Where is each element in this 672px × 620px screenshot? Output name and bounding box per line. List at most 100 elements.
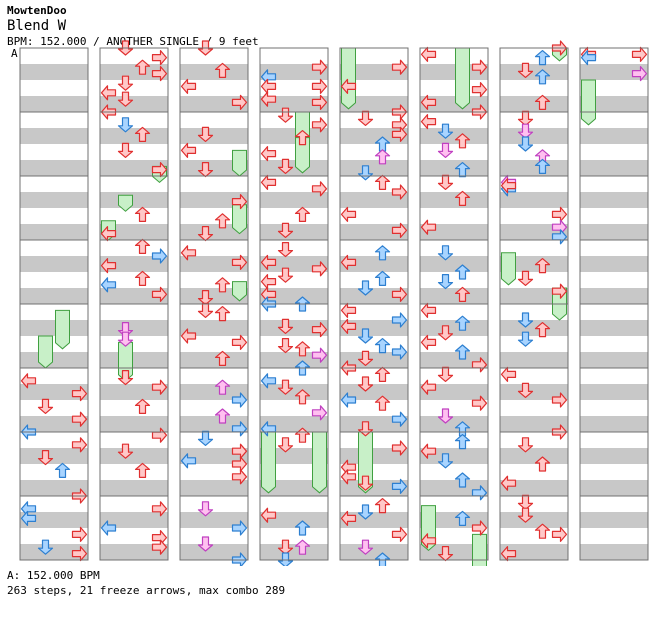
step-arrow-left bbox=[260, 274, 277, 290]
step-arrow-right bbox=[151, 379, 168, 395]
beat-band bbox=[260, 192, 328, 208]
step-arrow-down bbox=[277, 267, 294, 283]
step-stats: 263 steps, 21 freeze arrows, max combo 2… bbox=[7, 584, 286, 597]
step-arrow-right bbox=[151, 529, 168, 546]
beat-band bbox=[260, 96, 328, 112]
beat-band bbox=[500, 544, 568, 560]
freeze-arrow-right bbox=[472, 533, 487, 566]
chart-column bbox=[99, 47, 169, 561]
beat-band bbox=[100, 64, 168, 80]
beat-band bbox=[420, 352, 488, 368]
beat-band bbox=[580, 320, 648, 336]
beat-band bbox=[260, 256, 328, 272]
step-arrow-right bbox=[631, 65, 648, 82]
bpm-summary: A: 152.000 BPM bbox=[7, 569, 100, 582]
beat-band bbox=[180, 416, 248, 432]
beat-band bbox=[180, 512, 248, 528]
beat-band bbox=[420, 448, 488, 464]
step-arrow-up bbox=[134, 206, 151, 222]
step-arrow-up bbox=[134, 270, 151, 286]
chart-column bbox=[259, 47, 329, 561]
beat-band bbox=[180, 544, 248, 560]
beat-band bbox=[580, 288, 648, 304]
step-arrow-right bbox=[551, 206, 568, 222]
step-arrow-right bbox=[471, 395, 488, 411]
step-arrow-right bbox=[231, 520, 248, 536]
freeze-arrow-left bbox=[341, 47, 356, 110]
step-arrow-left bbox=[340, 302, 357, 318]
step-arrow-up bbox=[454, 315, 471, 331]
beat-band bbox=[260, 480, 328, 496]
step-arrow-right bbox=[231, 469, 248, 485]
freeze-arrow-down bbox=[38, 335, 53, 369]
beat-band bbox=[180, 224, 248, 240]
step-arrow-up bbox=[454, 162, 471, 178]
beat-band bbox=[340, 384, 408, 400]
site-name: MowtenDoo bbox=[7, 4, 67, 17]
step-arrow-down bbox=[197, 162, 214, 178]
beat-band bbox=[580, 352, 648, 368]
beat-band bbox=[580, 192, 648, 208]
step-arrow-right bbox=[311, 347, 328, 363]
step-arrow-right bbox=[151, 248, 168, 264]
step-arrow-right bbox=[551, 283, 568, 299]
beat-band bbox=[260, 288, 328, 304]
step-arrow-down bbox=[517, 123, 534, 139]
freeze-arrow-up bbox=[455, 47, 470, 110]
beat-band bbox=[500, 320, 568, 336]
step-arrow-down bbox=[117, 443, 134, 459]
beat-band bbox=[100, 192, 168, 208]
beat-band bbox=[500, 128, 568, 144]
step-arrow-down bbox=[357, 110, 374, 127]
beat-band bbox=[580, 256, 648, 272]
chart-column bbox=[579, 47, 649, 561]
step-arrow-down bbox=[517, 507, 534, 523]
beat-band bbox=[20, 448, 88, 464]
beat-band bbox=[340, 192, 408, 208]
beat-band bbox=[500, 448, 568, 464]
beat-band bbox=[580, 224, 648, 240]
step-arrow-right bbox=[151, 539, 168, 555]
step-arrow-right bbox=[471, 81, 488, 98]
beat-band bbox=[340, 416, 408, 432]
step-arrow-down bbox=[437, 142, 454, 158]
step-arrow-left bbox=[340, 469, 357, 485]
freeze-arrow-up bbox=[295, 137, 310, 174]
beat-band bbox=[500, 256, 568, 272]
beat-band bbox=[580, 64, 648, 80]
beat-band bbox=[20, 416, 88, 432]
step-arrow-up bbox=[454, 434, 471, 450]
step-arrow-down bbox=[277, 107, 294, 123]
step-arrow-down bbox=[357, 280, 374, 296]
step-arrow-down bbox=[517, 136, 534, 152]
beat-band bbox=[500, 64, 568, 80]
step-arrow-down bbox=[117, 75, 134, 91]
step-arrow-down bbox=[117, 370, 134, 386]
beat-band bbox=[100, 128, 168, 144]
step-arrow-right bbox=[71, 386, 88, 402]
beat-band bbox=[100, 224, 168, 240]
step-arrow-up bbox=[374, 149, 391, 165]
step-arrow-right bbox=[391, 411, 408, 427]
step-arrow-left bbox=[260, 146, 277, 162]
step-arrow-up bbox=[374, 395, 391, 411]
step-arrow-up bbox=[134, 462, 151, 478]
step-arrow-down bbox=[357, 475, 374, 491]
step-arrow-right bbox=[231, 334, 248, 350]
step-arrow-left bbox=[420, 113, 437, 130]
beat-band bbox=[420, 544, 488, 560]
chart-column bbox=[179, 47, 249, 561]
step-arrow-right bbox=[551, 392, 568, 408]
beat-band bbox=[500, 352, 568, 368]
step-arrow-up bbox=[374, 498, 391, 514]
beat-band bbox=[180, 320, 248, 336]
step-arrow-left bbox=[340, 78, 357, 95]
step-arrow-down bbox=[437, 545, 454, 562]
step-arrow-right bbox=[311, 78, 328, 95]
step-arrow-left bbox=[340, 392, 357, 408]
step-arrow-left bbox=[180, 142, 197, 158]
step-arrow-left bbox=[420, 46, 437, 63]
step-arrow-down bbox=[117, 331, 134, 347]
step-arrow-right bbox=[391, 478, 408, 494]
step-arrow-up bbox=[534, 523, 551, 539]
